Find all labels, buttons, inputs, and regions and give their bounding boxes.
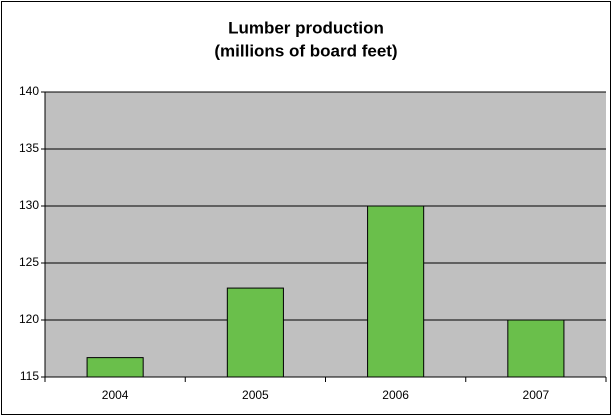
y-tick-label: 125 <box>19 255 39 269</box>
y-tick-label: 120 <box>19 312 39 326</box>
y-tick-label: 115 <box>20 369 39 383</box>
y-tick-label: 130 <box>19 198 39 212</box>
chart-title: Lumber production <box>228 18 384 37</box>
y-tick-label: 140 <box>19 84 39 98</box>
bar <box>507 319 565 378</box>
bar <box>367 205 425 378</box>
x-tick-label: 2005 <box>242 388 269 402</box>
x-tick-label: 2007 <box>523 388 550 402</box>
bar <box>86 357 144 378</box>
y-tick-label: 135 <box>19 141 39 155</box>
x-tick-label: 2006 <box>382 388 409 402</box>
bar <box>226 287 284 378</box>
chart-title: (millions of board feet) <box>214 41 397 60</box>
x-tick-label: 2004 <box>102 388 129 402</box>
